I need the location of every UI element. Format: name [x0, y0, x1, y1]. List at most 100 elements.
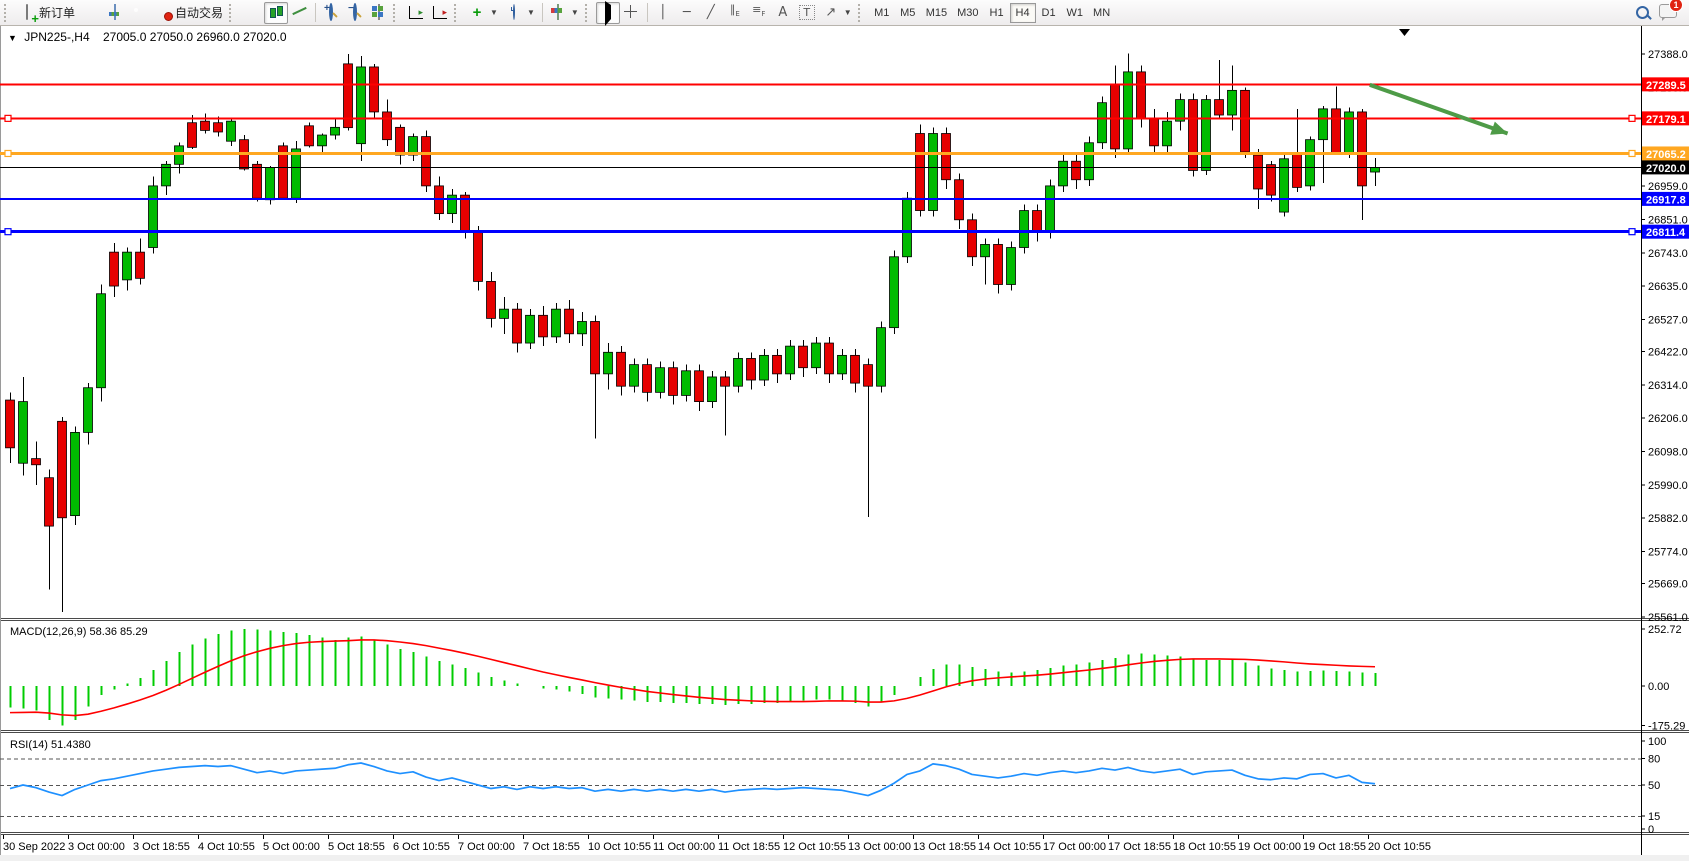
time-tick-label: 14 Oct 10:55	[978, 841, 1041, 853]
timeframe-group: M1 M5 M15 M30 H1 H4 D1 W1 MN	[869, 2, 1115, 23]
styler-icon	[83, 5, 99, 21]
candle-body	[83, 387, 93, 433]
candle-body	[850, 354, 860, 384]
candle-body	[44, 477, 54, 527]
price-axis[interactable]: 27388.027280.027172.027064.026959.026851…	[1641, 49, 1688, 624]
candle-body	[330, 126, 340, 136]
timeframe-m5[interactable]: M5	[895, 3, 921, 23]
text-button[interactable]: A	[771, 2, 795, 24]
candle-body	[1006, 247, 1016, 285]
price-badge-label: 27289.5	[1646, 80, 1686, 92]
candle-body	[265, 167, 275, 201]
fibonacci-button[interactable]: ≡F	[747, 2, 771, 24]
trend-arrow-object[interactable]	[1369, 82, 1509, 136]
price-tick-label: 26098.0	[1648, 447, 1688, 459]
candle-body	[174, 145, 184, 165]
zoom-out-button[interactable]: −	[343, 2, 367, 24]
candle-body	[876, 327, 886, 387]
styler-button[interactable]	[79, 2, 103, 24]
cursor-button[interactable]	[595, 0, 620, 26]
vertical-line-button[interactable]: │	[651, 2, 675, 24]
timeframe-mn[interactable]: MN	[1088, 3, 1115, 23]
timeframe-h4[interactable]: H4	[1009, 2, 1036, 23]
timeframe-d1[interactable]: D1	[1036, 3, 1062, 23]
timeframe-m1[interactable]: M1	[869, 3, 895, 23]
channel-button[interactable]: ∥E	[723, 2, 747, 24]
candle-body	[252, 163, 262, 199]
autotrading-icon	[155, 5, 171, 21]
time-tick-label: 4 Oct 10:55	[198, 841, 255, 853]
toolbar: 新订单 自动交易 + − ▸ ▸ +▼ ▼	[0, 0, 1689, 26]
time-tick-label: 12 Oct 10:55	[783, 841, 846, 853]
candle-body	[967, 219, 977, 258]
candle-body	[1201, 99, 1211, 171]
text-label-button[interactable]: T	[795, 2, 819, 24]
chart-shift-marker[interactable]	[1399, 29, 1410, 36]
search-icon[interactable]	[1636, 6, 1649, 19]
toolbar-grip[interactable]	[454, 3, 461, 22]
zoom-in-button[interactable]: +	[319, 2, 343, 24]
chart-window[interactable]: 27388.027280.027172.027064.026959.026851…	[0, 26, 1689, 861]
candle-body	[707, 376, 717, 402]
line-handle[interactable]	[1628, 149, 1636, 158]
chart-canvas[interactable]: 27388.027280.027172.027064.026959.026851…	[0, 26, 1689, 861]
chat-button[interactable]: 1	[1659, 0, 1683, 21]
toolbar-grip[interactable]	[393, 3, 400, 22]
time-tick-label: 5 Oct 00:00	[263, 841, 320, 853]
line-handle[interactable]	[4, 114, 12, 122]
bar-chart-button[interactable]	[240, 2, 264, 24]
timeframe-m15[interactable]: M15	[921, 3, 952, 23]
timeframe-h1[interactable]: H1	[984, 3, 1010, 23]
candle-body	[1084, 142, 1094, 181]
candle-body	[1123, 71, 1133, 150]
candle-body	[187, 122, 197, 148]
autotrading-button[interactable]: 自动交易	[151, 2, 227, 24]
arrows-button[interactable]: ↗ ▼	[819, 2, 856, 24]
line-chart-icon	[292, 5, 308, 21]
line-handle[interactable]	[4, 149, 12, 158]
line-handle[interactable]	[1628, 114, 1636, 122]
price-badge-label: 27065.2	[1646, 149, 1686, 161]
indicators-button[interactable]: + ▼	[465, 2, 502, 24]
tile-windows-button[interactable]	[367, 2, 391, 24]
macd-tick-label: 252.72	[1648, 624, 1682, 636]
chevron-down-icon: ▼	[490, 8, 498, 17]
timeframe-m30[interactable]: M30	[952, 3, 983, 23]
toolbar-grip[interactable]	[229, 3, 236, 22]
new-order-button[interactable]: 新订单	[15, 2, 79, 24]
market-watch-button[interactable]	[103, 2, 127, 24]
horizontal-line-button[interactable]: ─	[675, 2, 699, 24]
toolbar-grip[interactable]	[857, 3, 865, 22]
line-chart-button[interactable]	[288, 2, 312, 24]
crosshair-button[interactable]	[620, 2, 644, 24]
chart-menu-arrow-icon[interactable]: ▼	[8, 33, 17, 43]
candle-body	[785, 345, 795, 375]
candle-body	[135, 251, 145, 279]
candle-body	[109, 251, 119, 287]
timeframe-w1[interactable]: W1	[1062, 3, 1089, 23]
line-handle[interactable]	[4, 228, 12, 236]
auto-scroll-button[interactable]: ▸	[404, 2, 428, 24]
macd-tick-label: 0.00	[1648, 681, 1669, 693]
candle-body	[1071, 160, 1081, 181]
line-handle[interactable]	[1628, 228, 1636, 236]
candle-body	[382, 111, 392, 141]
autotrading-label: 自动交易	[175, 6, 224, 20]
price-badge	[1642, 77, 1689, 92]
signals-icon	[131, 5, 147, 21]
trendline-button[interactable]: ╱	[699, 2, 723, 24]
price-badge	[1642, 191, 1689, 206]
time-axis[interactable]: 30 Sep 2022 3 Oct 00:00 3 Oct 18:55 4 Oct 1…	[3, 835, 1431, 853]
time-tick-label: 19 Oct 18:55	[1303, 841, 1366, 853]
chart-shift-button[interactable]: ▸	[428, 2, 452, 24]
signals-button[interactable]	[127, 2, 151, 24]
candle-body	[1370, 167, 1380, 173]
periods-button[interactable]: ▼	[502, 2, 539, 24]
toolbar-grip[interactable]	[584, 3, 592, 22]
candlestick-button[interactable]	[264, 1, 289, 24]
toolbar-grip[interactable]	[4, 3, 11, 22]
candle-body	[1032, 210, 1042, 233]
candle-body	[1175, 99, 1185, 122]
candle-body	[1149, 117, 1159, 147]
templates-button[interactable]: ▼	[546, 2, 583, 24]
